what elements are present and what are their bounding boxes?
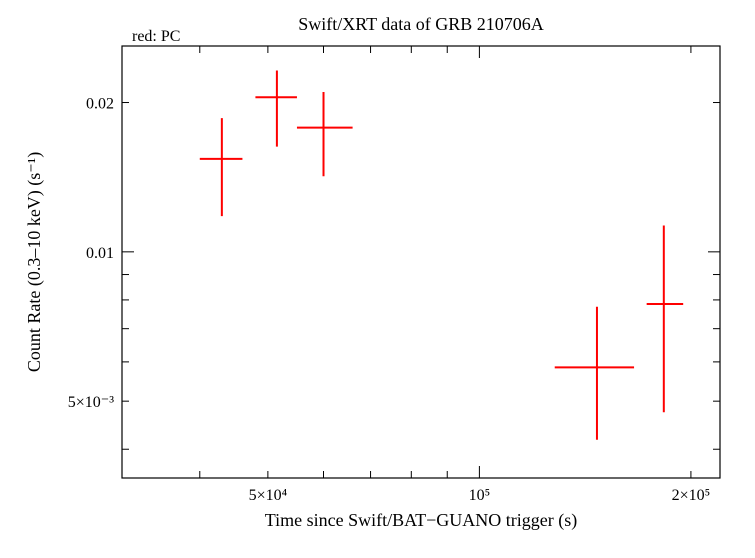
x-tick-label: 5×10⁴ [249, 487, 288, 504]
chart-container: 10⁵ 5×10⁴ 2×10⁵ 0.01 5×10⁻³ 0.02 Swift/XRT dat… [0, 0, 755, 558]
data-point [555, 307, 634, 440]
xrt-light-curve-chart: 10⁵ 5×10⁴ 2×10⁵ 0.01 5×10⁻³ 0.02 Swift/XRT dat… [0, 0, 755, 558]
y-tick-label: 5×10⁻³ [68, 394, 114, 411]
x-tick-label: 2×10⁵ [672, 487, 711, 504]
data-point [647, 226, 684, 413]
x-tick-label: 10⁵ [469, 487, 491, 504]
y-axis-label: Count Rate (0.3–10 keV) (s⁻¹) [24, 152, 45, 372]
data-point [255, 71, 297, 147]
plot-frame [122, 46, 720, 478]
data-point [297, 92, 353, 176]
x-axis-label: Time since Swift/BAT−GUANO trigger (s) [265, 510, 577, 531]
y-tick-label: 0.02 [86, 96, 114, 113]
legend-text: red: PC [132, 28, 180, 45]
data-point [200, 118, 243, 216]
chart-title: Swift/XRT data of GRB 210706A [298, 14, 544, 34]
y-tick-label: 0.01 [86, 245, 114, 262]
